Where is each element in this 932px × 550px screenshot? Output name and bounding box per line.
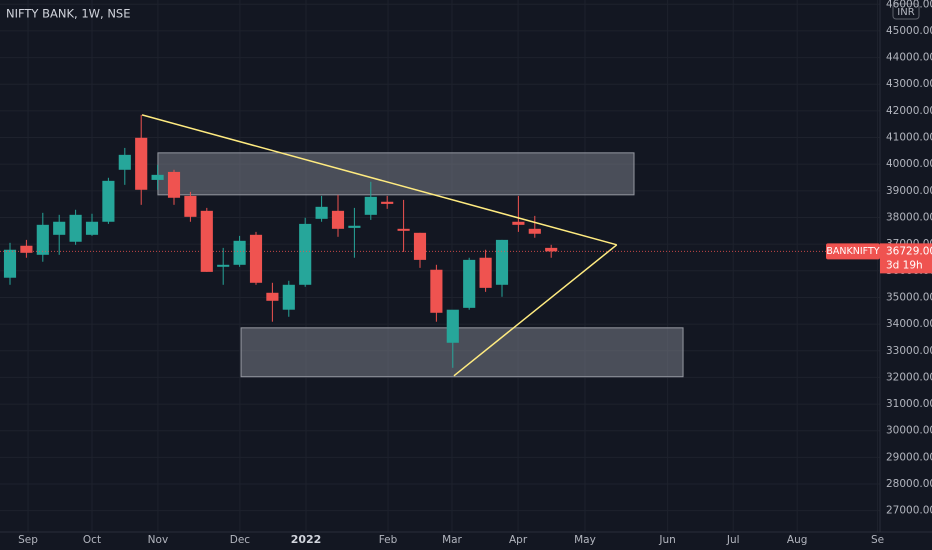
trendline xyxy=(453,244,618,377)
symbol-label: BANKNIFTY xyxy=(826,246,879,257)
candle-body xyxy=(348,225,361,228)
candle-body xyxy=(85,221,99,235)
x-tick-label: Mar xyxy=(442,534,462,546)
candle-body xyxy=(446,309,459,343)
candle-body xyxy=(200,210,213,272)
y-tick-label: 30000.00 xyxy=(886,425,932,437)
currency-badge xyxy=(892,3,920,20)
candle-body xyxy=(53,221,66,235)
x-tick-label: Feb xyxy=(379,534,398,546)
candle-body xyxy=(167,171,181,198)
x-tick-label: Apr xyxy=(509,534,528,546)
candle-body xyxy=(266,292,279,301)
candle-body xyxy=(545,247,558,252)
candle-body xyxy=(430,269,443,313)
y-tick-label: 35000.00 xyxy=(886,291,932,303)
x-tick-label: Oct xyxy=(83,534,101,546)
y-tick-label: 41000.00 xyxy=(886,132,932,144)
chart-title: NIFTY BANK, 1W, NSE xyxy=(6,7,131,21)
y-tick-label: 34000.00 xyxy=(886,318,932,330)
candle-body xyxy=(331,210,345,229)
y-tick-label: 33000.00 xyxy=(886,345,932,357)
y-tick-label: 32000.00 xyxy=(886,371,932,383)
candle-body xyxy=(299,223,312,285)
y-tick-label: 42000.00 xyxy=(886,105,932,117)
x-tick-label: 2022 xyxy=(291,533,322,546)
x-tick-label: Nov xyxy=(148,534,169,546)
candle-body xyxy=(315,206,328,219)
x-tick-label: Aug xyxy=(787,534,808,546)
y-tick-label: 38000.00 xyxy=(886,211,932,223)
candle-body xyxy=(495,239,509,285)
y-tick-label: 29000.00 xyxy=(886,451,932,463)
y-tick-label: 39000.00 xyxy=(886,185,932,197)
y-tick-label: 27000.00 xyxy=(886,505,932,517)
candle-body xyxy=(282,284,295,310)
candle-body xyxy=(463,259,476,308)
candle-body xyxy=(36,224,49,255)
x-tick-label: Sep xyxy=(18,534,38,546)
candle-body xyxy=(3,249,17,278)
zone-box xyxy=(157,152,635,196)
currency-label: INR xyxy=(897,7,914,18)
y-tick-label: 40000.00 xyxy=(886,158,932,170)
y-tick-label: 44000.00 xyxy=(886,52,932,64)
candle-body xyxy=(528,228,541,234)
candle-body xyxy=(102,180,115,222)
price-label: 36729.00 xyxy=(886,245,932,257)
y-tick-label: 45000.00 xyxy=(886,25,932,37)
x-tick-label: Jun xyxy=(658,534,675,546)
candle-body xyxy=(364,196,377,215)
candle-body xyxy=(512,221,525,225)
candle-body xyxy=(118,154,131,170)
y-tick-label: 28000.00 xyxy=(886,478,932,490)
candle-body xyxy=(413,232,427,260)
x-tick-label: Dec xyxy=(230,534,251,546)
candle-body xyxy=(69,214,82,242)
countdown-label: 3d 19h xyxy=(886,259,923,271)
candle-body xyxy=(151,174,164,180)
x-tick-label: Jul xyxy=(726,534,740,546)
candle-body xyxy=(217,264,230,267)
candle-body xyxy=(233,240,246,265)
candle-body xyxy=(184,195,197,217)
price-badge xyxy=(880,243,932,274)
candle-body xyxy=(249,234,263,283)
candle-body xyxy=(479,257,492,288)
y-tick-label: 43000.00 xyxy=(886,78,932,90)
candle-body xyxy=(20,245,33,253)
y-tick-label: 31000.00 xyxy=(886,398,932,410)
y-tick-label: 46000.00 xyxy=(886,0,932,10)
candle-body xyxy=(381,201,394,204)
candle-body xyxy=(135,137,148,190)
x-tick-label: Se xyxy=(871,534,884,546)
candle-body xyxy=(397,228,410,231)
symbol-badge xyxy=(826,243,880,260)
trendline xyxy=(141,114,617,246)
x-tick-label: May xyxy=(574,534,596,546)
